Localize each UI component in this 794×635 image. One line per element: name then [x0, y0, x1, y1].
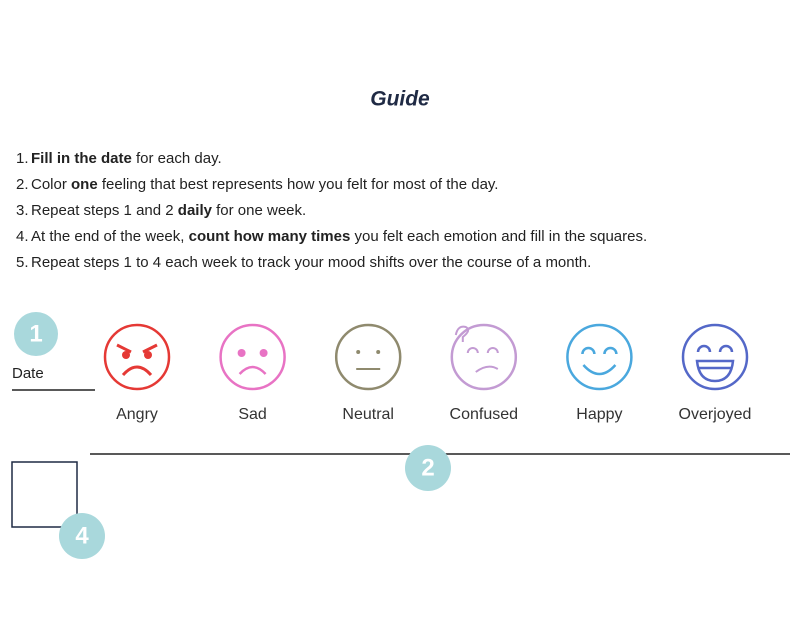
eye: [237, 349, 246, 357]
title: Guide: [370, 88, 430, 111]
marker-circle: [59, 513, 105, 559]
eye: [122, 351, 130, 359]
step-part: you felt each emotion and fill in the sq…: [350, 228, 647, 245]
marker-circle: [14, 312, 58, 356]
question: [454, 325, 470, 342]
emotion-label: Neutral: [342, 406, 394, 423]
step-number: 3.: [16, 202, 29, 219]
emotion: Angry: [103, 323, 171, 423]
emotion: Neutral: [334, 323, 402, 423]
step-part: count how many times: [189, 228, 351, 245]
emotions: Angry Sad Neutral Confused Happy Overjoyed: [103, 323, 752, 423]
emotion-label: Sad: [238, 406, 266, 423]
step-part: Repeat steps 1 to 4 each week to track y…: [31, 254, 591, 271]
eye: [466, 347, 499, 354]
face: [334, 323, 402, 391]
step-part: At the end of the week,: [31, 228, 189, 245]
step-part: Fill in the date: [31, 150, 132, 167]
face: [681, 323, 749, 391]
face: [103, 323, 171, 391]
mouth: [121, 365, 153, 377]
mouth: [475, 365, 499, 373]
emotion-label: Overjoyed: [679, 406, 752, 423]
mouth: [238, 365, 267, 375]
emotion: Overjoyed: [679, 323, 752, 423]
step-text: At the end of the week, count how many t…: [31, 228, 647, 245]
step-text: Fill in the date for each day.: [31, 150, 222, 167]
mouth: [582, 364, 617, 376]
step-number: 5.: [16, 254, 29, 271]
marker: 1: [29, 320, 42, 347]
step-text: Color one feeling that best represents h…: [31, 176, 498, 193]
step-part: Color: [31, 176, 71, 193]
step-part: feeling that best represents how you fel…: [98, 176, 499, 193]
steps: 1. Fill in the date for each day.2. Color …: [16, 150, 647, 271]
step-number: 2.: [16, 176, 29, 193]
emotion: Sad: [219, 323, 286, 423]
marker: 4: [75, 522, 89, 549]
count-square: [11, 461, 78, 528]
step-part: for each day.: [132, 150, 222, 167]
eye: [259, 349, 268, 357]
emotion-label: Angry: [116, 406, 158, 423]
emotion: Confused: [450, 323, 519, 423]
marker: 2: [421, 454, 434, 481]
mouth: [695, 359, 735, 383]
step-part: daily: [178, 202, 213, 219]
emotion-label: Happy: [576, 406, 622, 423]
face: [566, 323, 633, 391]
eye: [581, 346, 618, 355]
eye: [376, 350, 381, 354]
eye: [356, 350, 361, 354]
step-part: for one week.: [212, 202, 306, 219]
eye: [144, 351, 152, 359]
step-text: Repeat steps 1 and 2 daily for one week.: [31, 202, 306, 219]
marker-circle: [405, 445, 451, 491]
face: [219, 323, 286, 391]
step-text: Repeat steps 1 to 4 each week to track y…: [31, 254, 591, 271]
step-number: 1.: [16, 150, 29, 167]
emotion-label: Confused: [450, 406, 519, 423]
brow: [116, 343, 158, 354]
step-part: one: [71, 176, 98, 193]
face: [450, 323, 518, 391]
eye: [696, 344, 734, 353]
emotion: Happy: [566, 323, 633, 423]
step-number: 4.: [16, 228, 29, 245]
step-part: Repeat steps 1 and 2: [31, 202, 178, 219]
date-label: Date: [12, 365, 44, 382]
